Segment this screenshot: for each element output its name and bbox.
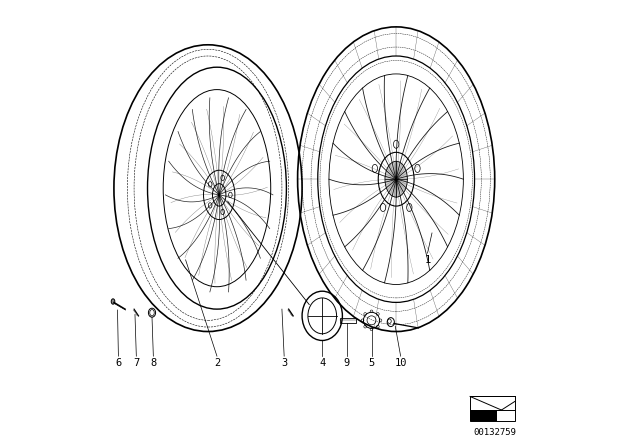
Text: 8: 8 (150, 358, 156, 368)
Text: 1: 1 (424, 255, 431, 265)
Bar (340, 318, 356, 323)
Bar (470, 396, 515, 421)
Text: 3: 3 (281, 358, 287, 368)
Ellipse shape (111, 299, 115, 304)
Text: 2: 2 (214, 358, 220, 368)
Ellipse shape (385, 161, 408, 197)
Text: 9: 9 (344, 358, 350, 368)
Text: 5: 5 (369, 358, 374, 368)
Bar (470, 410, 497, 421)
Text: 7: 7 (133, 358, 140, 368)
Text: 00132759: 00132759 (473, 428, 516, 437)
Text: 4: 4 (319, 358, 325, 368)
Text: 6: 6 (115, 358, 122, 368)
Text: 10: 10 (394, 358, 407, 368)
